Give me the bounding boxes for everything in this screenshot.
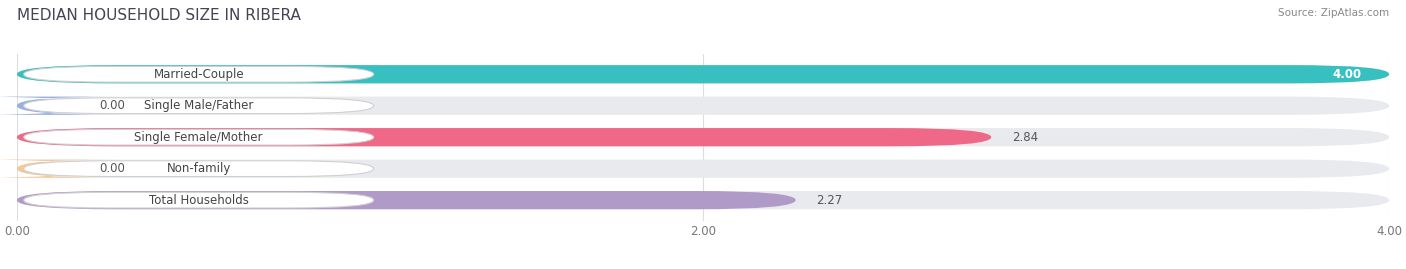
FancyBboxPatch shape — [24, 161, 374, 176]
Text: 4.00: 4.00 — [1333, 68, 1361, 81]
Text: Source: ZipAtlas.com: Source: ZipAtlas.com — [1278, 8, 1389, 18]
Text: Single Male/Father: Single Male/Father — [143, 99, 253, 112]
Text: Total Households: Total Households — [149, 194, 249, 207]
FancyBboxPatch shape — [17, 65, 1389, 83]
FancyBboxPatch shape — [17, 128, 991, 146]
FancyBboxPatch shape — [24, 129, 374, 145]
FancyBboxPatch shape — [17, 191, 796, 209]
Text: MEDIAN HOUSEHOLD SIZE IN RIBERA: MEDIAN HOUSEHOLD SIZE IN RIBERA — [17, 8, 301, 23]
Text: Non-family: Non-family — [166, 162, 231, 175]
Text: 2.27: 2.27 — [817, 194, 842, 207]
FancyBboxPatch shape — [17, 65, 1389, 83]
Text: 0.00: 0.00 — [100, 162, 125, 175]
FancyBboxPatch shape — [17, 97, 1389, 115]
Text: Married-Couple: Married-Couple — [153, 68, 245, 81]
FancyBboxPatch shape — [0, 97, 117, 115]
FancyBboxPatch shape — [17, 191, 1389, 209]
FancyBboxPatch shape — [24, 98, 374, 114]
Text: 2.84: 2.84 — [1012, 131, 1038, 144]
Text: 0.00: 0.00 — [100, 99, 125, 112]
FancyBboxPatch shape — [17, 160, 1389, 178]
FancyBboxPatch shape — [24, 192, 374, 208]
FancyBboxPatch shape — [0, 160, 117, 178]
Text: Single Female/Mother: Single Female/Mother — [135, 131, 263, 144]
FancyBboxPatch shape — [24, 66, 374, 82]
FancyBboxPatch shape — [17, 128, 1389, 146]
